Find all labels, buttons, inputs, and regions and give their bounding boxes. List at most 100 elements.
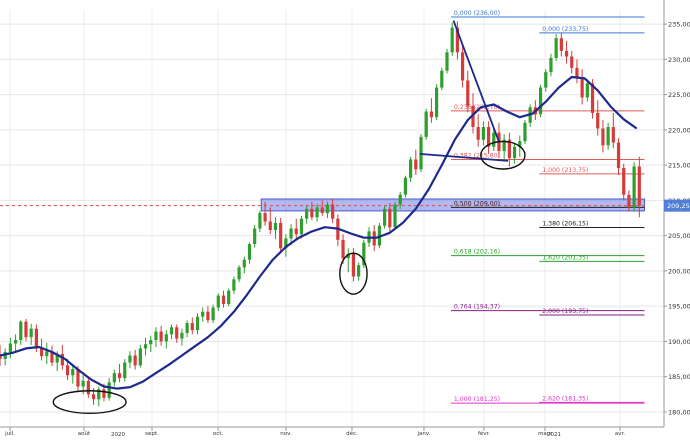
candle-body (632, 166, 636, 208)
candle-body (86, 380, 90, 395)
candle-body (253, 228, 257, 245)
candle-body (398, 194, 402, 205)
candle-body (466, 80, 470, 106)
candle-body (455, 27, 459, 53)
y-axis-tick-label: 215,00 (668, 162, 690, 170)
candle-body (247, 244, 252, 260)
candle-body (518, 141, 522, 147)
y-axis-tick-label: 195,00 (668, 303, 690, 311)
candle-body (216, 295, 220, 308)
candle-body (570, 56, 574, 68)
candle-body (512, 146, 517, 159)
candle-body (65, 365, 70, 376)
fib-level-label: 0,500 (209,00) (454, 200, 500, 207)
moving-average-line (0, 75, 638, 390)
candle-body (221, 295, 226, 305)
candle-body (81, 380, 85, 387)
current-price-label: 209,25 (667, 202, 690, 210)
fib-level-label: 0,000 (233,75) (542, 26, 588, 33)
fib-level-label: 1,000 (181,25) (454, 396, 500, 403)
candle-body (149, 339, 153, 345)
candle-body (486, 127, 491, 147)
candle-body (388, 208, 392, 228)
candle-body (590, 83, 595, 113)
x-axis-month-label: nov. (280, 431, 292, 437)
y-axis-tick-label: 205,00 (668, 232, 690, 240)
fib-level-label: 0,618 (202,16) (454, 249, 500, 256)
candle-body (201, 311, 205, 317)
candle-body (279, 222, 283, 249)
x-axis-year-label: 2020 (111, 432, 125, 437)
candle-body (481, 127, 485, 140)
candle-body (164, 334, 168, 342)
highlight-ellipse (480, 140, 526, 170)
candle-body (414, 159, 418, 170)
candle-body (575, 67, 579, 78)
candle-body (154, 331, 158, 340)
candle-body (554, 38, 558, 58)
candle-body (159, 331, 163, 342)
candle-body (102, 389, 106, 398)
candle-body (190, 323, 194, 331)
x-axis-month-label: sept. (145, 431, 159, 437)
candle-body (585, 83, 589, 98)
support-zone (260, 198, 645, 212)
candle-body (637, 166, 641, 206)
x-axis-month-label: janv. (417, 431, 431, 437)
candle-body (450, 27, 454, 53)
candle-body (8, 343, 12, 352)
x-axis-month-label: août (78, 430, 91, 437)
y-axis-tick-label: 180,00 (668, 408, 690, 416)
candle-body (294, 228, 298, 235)
candle-body (180, 332, 184, 339)
candle-body (117, 373, 122, 379)
candle-body (128, 355, 132, 363)
candle-body (351, 253, 356, 277)
fib-level-label: 1,380 (206,15) (542, 221, 588, 228)
candle-body (460, 52, 465, 81)
candle-body (580, 77, 584, 98)
candle-body (502, 139, 506, 152)
candle-body (289, 228, 293, 239)
candle-body (523, 122, 527, 142)
candle-body (445, 52, 449, 71)
candle-body (143, 344, 148, 349)
x-axis-month-label: mars (538, 431, 552, 437)
candle-body (346, 253, 350, 259)
x-axis-month-label: avr. (615, 431, 625, 437)
candle-body (429, 111, 434, 118)
candle-body (403, 177, 408, 195)
candle-body (616, 142, 621, 168)
candle-body (320, 207, 324, 214)
candle-body (544, 72, 548, 88)
fib-level-label: 2,620 (181,35) (542, 395, 588, 402)
candle-body (424, 111, 428, 137)
x-axis-month-label: oct. (213, 431, 224, 437)
candle-body (549, 57, 553, 73)
candle-body (315, 207, 319, 218)
fib-level-label: 0,764 (194,37) (454, 304, 500, 311)
candle-body (242, 259, 246, 268)
current-price-tag (664, 199, 690, 212)
candle-body (211, 307, 215, 321)
fib-level-label: 1,000 (213,75) (542, 167, 588, 174)
candle-body (91, 394, 96, 400)
candle-body (601, 128, 605, 146)
candle-body (97, 389, 101, 400)
candle-body (185, 323, 189, 333)
x-axis-month-label: févr. (478, 430, 490, 437)
candle-body (60, 354, 64, 366)
candle-body (538, 87, 543, 115)
candle-body (175, 327, 179, 339)
candle-body (273, 222, 278, 230)
candle-body (0, 355, 2, 360)
candle-body (606, 127, 610, 146)
candle-body (341, 239, 345, 259)
y-axis-panel (664, 0, 690, 437)
candle-body (611, 127, 615, 143)
x-axis-month-label: déc. (346, 430, 358, 437)
y-axis-tick-label: 225,00 (668, 91, 690, 99)
candle-body (232, 279, 236, 291)
